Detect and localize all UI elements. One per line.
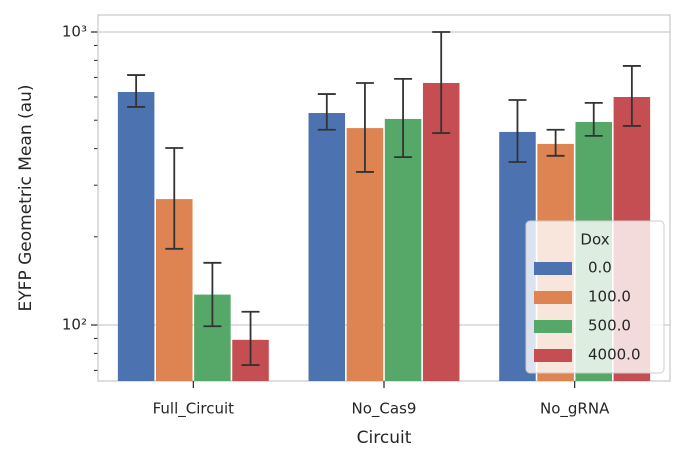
x-tick-label: Full_Circuit <box>153 400 235 419</box>
legend-swatch <box>534 320 572 333</box>
bar <box>117 92 155 381</box>
x-axis-label: Circuit <box>357 428 412 448</box>
x-tick-label: No_gRNA <box>540 400 610 419</box>
legend-title: Dox <box>580 231 609 249</box>
y-tick-label: 10² <box>62 316 87 334</box>
x-tick-label: No_Cas9 <box>352 400 417 419</box>
legend-swatch <box>534 291 572 304</box>
legend-box <box>525 220 665 374</box>
legend-label: 4000.0 <box>588 346 641 364</box>
legend-label: 100.0 <box>588 288 631 306</box>
y-axis-label: EYFP Geometric Mean (au) <box>16 85 36 312</box>
bar <box>384 118 422 381</box>
legend-swatch <box>534 349 572 362</box>
legend-swatch <box>534 262 572 275</box>
legend-label: 500.0 <box>588 317 631 335</box>
y-tick-label: 10³ <box>62 23 87 41</box>
legend-label: 0.0 <box>588 259 612 277</box>
bar <box>308 113 346 381</box>
